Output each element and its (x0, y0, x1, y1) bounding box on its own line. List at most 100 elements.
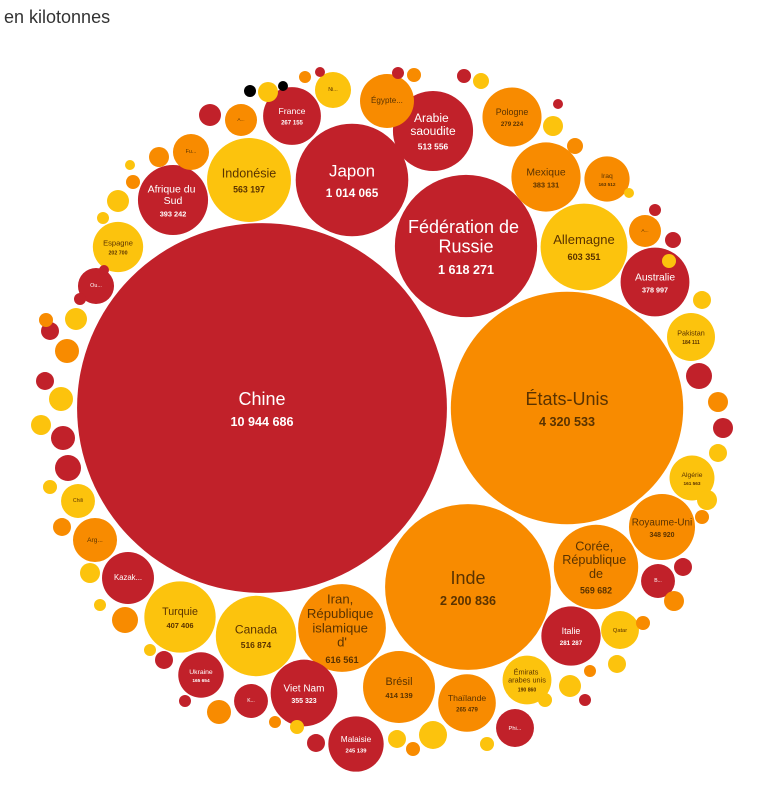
bubble (385, 504, 551, 670)
chart-subtitle: en kilotonnes (4, 7, 110, 27)
bubble-label: Égypte... (371, 96, 403, 105)
bubble-value: 184 111 (682, 340, 700, 346)
bubble (72, 517, 118, 563)
bubble-label: Pakistan (677, 329, 705, 338)
bubble (54, 454, 82, 482)
bubble (144, 644, 156, 656)
bubble-value: 603 351 (568, 252, 601, 262)
bubble (584, 156, 630, 202)
bubble (299, 71, 311, 83)
bubble (54, 338, 80, 364)
bubble (207, 138, 291, 222)
bubble (661, 253, 677, 269)
bubble-value: 265 479 (456, 708, 478, 714)
bubble-value: 4 320 533 (539, 415, 595, 429)
bubble (224, 103, 258, 137)
bubble (392, 67, 404, 79)
bubble-label: Chine (238, 389, 285, 409)
bubble (199, 104, 221, 126)
bubble (328, 716, 384, 772)
bubble (406, 67, 422, 83)
bubble (92, 221, 144, 273)
bubble (649, 204, 661, 216)
bubble (258, 82, 278, 102)
bubble (667, 313, 715, 361)
bubble-value: 245 139 (346, 748, 368, 754)
bubble-label: Kazak... (114, 573, 142, 582)
bubble (270, 659, 338, 727)
bubble (388, 730, 406, 748)
bubble (125, 174, 141, 190)
bubble-label: Malaisie (341, 734, 372, 744)
bubble-label: Algérie (682, 472, 703, 479)
bubble-value: 414 139 (385, 691, 412, 700)
bubble-value: 190 860 (518, 687, 537, 693)
bubble (456, 68, 472, 84)
bubble-value: 513 556 (418, 142, 449, 152)
bubble-label: Japon (329, 162, 375, 181)
bubble (635, 615, 651, 631)
bubble (102, 552, 154, 604)
bubble-label: Ni... (328, 87, 338, 93)
bubble-value: 569 682 (580, 586, 612, 596)
bubble-label: Espagne (103, 239, 133, 248)
bubble (137, 164, 209, 236)
bubble (479, 736, 495, 752)
bubble (472, 72, 490, 90)
bubble (31, 415, 51, 435)
bubble-label: Inde (450, 568, 485, 588)
bubble (584, 665, 596, 677)
bubble-value: 1 014 065 (326, 186, 379, 200)
bubble-label: Ou... (90, 283, 102, 289)
bubble (77, 267, 115, 305)
bubble (669, 455, 715, 501)
bubble-value: 383 131 (533, 180, 559, 189)
bubble-label: Indonésie (222, 167, 277, 181)
bubble (61, 484, 95, 518)
bubble-label: Qatar (613, 628, 627, 634)
bubble-label: Turquie (162, 606, 198, 618)
bubble (709, 444, 727, 462)
bubble (713, 418, 733, 438)
bubble-label: Corée, République de (562, 540, 629, 582)
bubble (438, 674, 496, 732)
bubble (149, 147, 169, 167)
bubble (543, 116, 563, 136)
bubble (694, 509, 710, 525)
bubble (65, 308, 87, 330)
bubble (298, 584, 386, 672)
bubble (579, 694, 591, 706)
bubble-label: A... (237, 117, 244, 123)
bubble (553, 524, 639, 610)
bubble (178, 652, 224, 698)
bubble (553, 99, 563, 109)
bubble-label: Italie (562, 626, 581, 636)
bubble (74, 293, 86, 305)
bubble (394, 174, 538, 318)
bubble (628, 214, 662, 248)
bubble (363, 651, 435, 723)
bubble (624, 188, 634, 198)
bubble (50, 425, 76, 451)
bubble-value: 348 920 (649, 532, 674, 539)
bubble (172, 133, 210, 171)
bubble-label: Afrique du Sud (148, 183, 199, 207)
bubble (405, 741, 421, 757)
bubble (77, 223, 447, 593)
bubble-value: 279 224 (501, 121, 524, 128)
bubble (697, 490, 717, 510)
bubble (450, 291, 684, 525)
bubble-label: Phi... (509, 726, 522, 732)
bubble-value: 202 700 (108, 251, 127, 257)
bubble-label: Émirats arabes unis (508, 668, 546, 685)
bubble-value: 267 155 (281, 121, 303, 127)
bubble (496, 709, 534, 747)
bubble (541, 606, 601, 666)
bubble-value: 616 561 (325, 655, 358, 665)
bubble (392, 90, 474, 172)
bubble (244, 85, 256, 97)
bubble (360, 74, 414, 128)
bubble (664, 231, 682, 249)
bubble-label: Arabie saoudite (410, 111, 456, 138)
